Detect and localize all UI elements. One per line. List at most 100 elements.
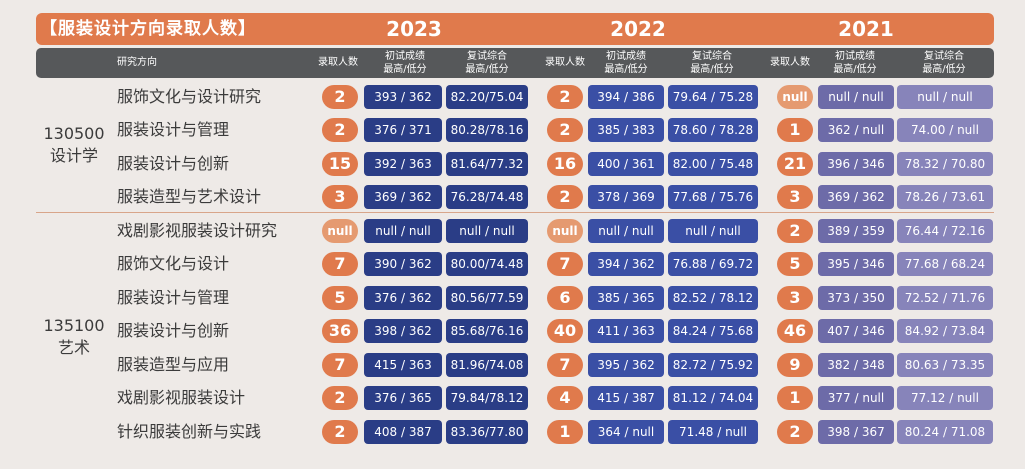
direction-label: 针织服装创新与实践 [117,422,262,441]
initial-score-2022: 395 / 362 [588,353,664,377]
initial-score-2023: 376 / 365 [364,386,442,410]
admit-count-2023: 2 [322,386,358,410]
admit-count-2021: 21 [777,152,813,176]
group-code-art: 135100 [43,316,105,335]
table-row: 服饰文化与设计 7 390 / 362 80.00/74.48 7 394 / 362 76… [0,251,1025,277]
admit-count-2022: 16 [547,152,583,176]
initial-score-2023: null / null [364,219,442,243]
table-row: 服装设计与创新 15 392 / 363 81.64/77.32 16 400 / 361… [0,151,1025,177]
table-row: 戏剧影视服装设计研究 null null / null null / null null… [0,218,1025,244]
group-code-design: 130500 [43,124,105,143]
initial-score-2021: 389 / 359 [818,219,894,243]
admit-count-2021: 3 [777,286,813,310]
table-row: 服装设计与管理 5 376 / 362 80.56/77.59 6 385 / 365 82… [0,285,1025,311]
admit-count-2022: 6 [547,286,583,310]
retest-score-2022: null / null [668,219,758,243]
title-bar [36,13,994,45]
initial-score-2021: 398 / 367 [818,420,894,444]
admit-count-2021: 9 [777,353,813,377]
initial-score-2022: 378 / 369 [588,185,664,209]
retest-score-2023: 83.36/77.80 [446,420,528,444]
retest-score-2023: 81.64/77.32 [446,152,528,176]
direction-label: 服饰文化与设计研究 [117,87,262,106]
admit-count-2022: null [547,219,583,243]
initial-score-2023: 376 / 362 [364,286,442,310]
retest-score-2021: null / null [897,85,993,109]
initial-score-2022: 394 / 386 [588,85,664,109]
direction-label: 服装造型与应用 [117,355,230,374]
admit-count-2021: 1 [777,386,813,410]
initial-score-2023: 369 / 362 [364,185,442,209]
admit-count-2022: 4 [547,386,583,410]
initial-score-2022: 415 / 387 [588,386,664,410]
retest-score-2023: null / null [446,219,528,243]
admit-count-2022: 2 [547,118,583,142]
admit-count-2023: 2 [322,420,358,444]
initial-score-2023: 393 / 362 [364,85,442,109]
admit-count-2022: 7 [547,353,583,377]
group-divider [36,212,994,213]
initial-score-2022: 385 / 383 [588,118,664,142]
year-2022: 2022 [610,17,666,41]
admit-count-2021: 5 [777,252,813,276]
initial-score-2023: 390 / 362 [364,252,442,276]
header-retest-2023-l1: 复试综合 [467,51,507,62]
initial-score-2023: 398 / 362 [364,319,442,343]
admit-count-2023: 15 [322,152,358,176]
header-retest-2021-l2: 最高/低分 [922,64,966,75]
admit-count-2021: 1 [777,118,813,142]
header-initial-2022-l2: 最高/低分 [604,64,648,75]
header-count-2023: 录取人数 [318,57,358,68]
retest-score-2023: 79.84/78.12 [446,386,528,410]
retest-score-2023: 85.68/76.16 [446,319,528,343]
initial-score-2022: null / null [588,219,664,243]
table-row: 戏剧影视服装设计 2 376 / 365 79.84/78.12 4 415 / 387 8… [0,385,1025,411]
initial-score-2021: 396 / 346 [818,152,894,176]
header-retest-2022-l2: 最高/低分 [690,64,734,75]
header-retest-2021-l1: 复试综合 [924,51,964,62]
initial-score-2022: 394 / 362 [588,252,664,276]
table-row: 服装设计与管理 2 376 / 371 80.28/78.16 2 385 / 383 78… [0,117,1025,143]
header-initial-2023-l1: 初试成绩 [385,51,425,62]
admit-count-2022: 40 [547,319,583,343]
admit-count-2023: null [322,219,358,243]
initial-score-2021: 382 / 348 [818,353,894,377]
initial-score-2021: 377 / null [818,386,894,410]
header-count-2022: 录取人数 [545,57,585,68]
admit-count-2023: 3 [322,185,358,209]
retest-score-2021: 78.26 / 73.61 [897,185,993,209]
header-retest-2023-l2: 最高/低分 [465,64,509,75]
table-row: 服装设计与创新 36 398 / 362 85.68/76.16 40 411 / 363… [0,318,1025,344]
initial-score-2021: 369 / 362 [818,185,894,209]
admit-count-2023: 7 [322,353,358,377]
admit-count-2021: 2 [777,219,813,243]
initial-score-2022: 364 / null [588,420,664,444]
group-name-art: 艺术 [57,338,90,357]
table-row: 服装造型与艺术设计 3 369 / 362 76.28/74.48 2 378 / 369… [0,184,1025,210]
retest-score-2023: 82.20/75.04 [446,85,528,109]
initial-score-2021: 395 / 346 [818,252,894,276]
admit-count-2023: 2 [322,118,358,142]
retest-score-2021: 72.52 / 71.76 [897,286,993,310]
initial-score-2022: 411 / 363 [588,319,664,343]
retest-score-2021: 84.92 / 73.84 [897,319,993,343]
admit-count-2023: 36 [322,319,358,343]
retest-score-2023: 81.96/74.08 [446,353,528,377]
admit-count-2021: 2 [777,420,813,444]
initial-score-2021: null / null [818,85,894,109]
group-name-design: 设计学 [49,146,98,165]
retest-score-2021: 78.32 / 70.80 [897,152,993,176]
retest-score-2021: 74.00 / null [897,118,993,142]
direction-label: 戏剧影视服装设计研究 [117,221,278,240]
admit-count-2021: 3 [777,185,813,209]
retest-score-2023: 80.28/78.16 [446,118,528,142]
header-initial-2021-l2: 最高/低分 [833,64,877,75]
header-initial-2023-l2: 最高/低分 [383,64,427,75]
direction-label: 服装造型与艺术设计 [117,187,262,206]
direction-label: 服装设计与管理 [117,120,230,139]
table-row: 服饰文化与设计研究 2 393 / 362 82.20/75.04 2 394 / 386… [0,84,1025,110]
header-retest-2022-l1: 复试综合 [692,51,732,62]
initial-score-2023: 415 / 363 [364,353,442,377]
retest-score-2021: 77.68 / 68.24 [897,252,993,276]
direction-label: 戏剧影视服装设计 [117,388,246,407]
